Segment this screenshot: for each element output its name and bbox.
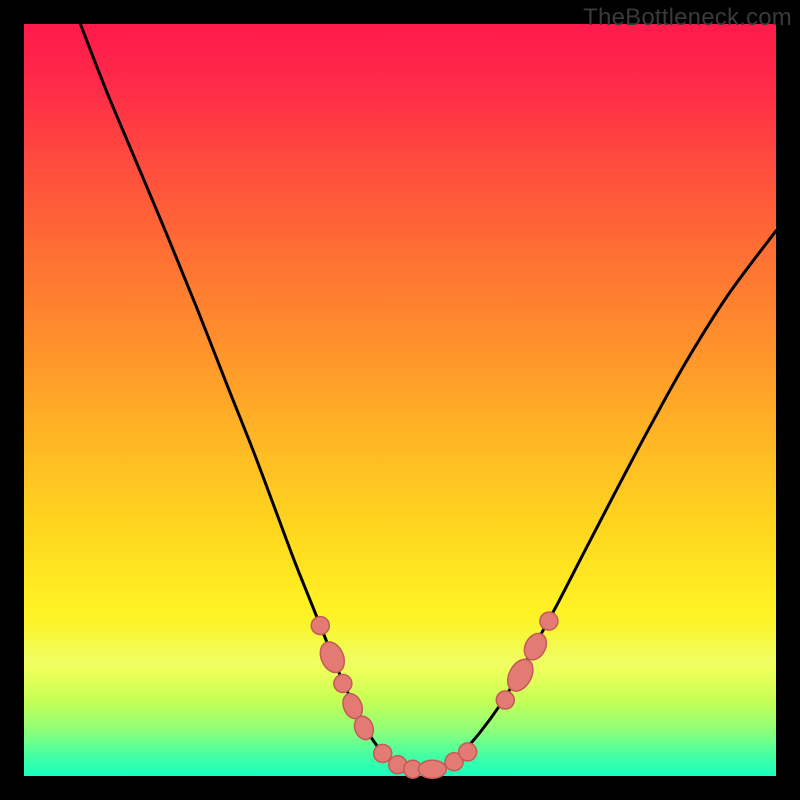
chart-frame: TheBottleneck.com: [0, 0, 800, 800]
curve-marker: [334, 675, 352, 693]
curve-marker: [374, 744, 392, 762]
curve-marker: [496, 691, 514, 709]
curve-layer: [24, 24, 776, 776]
curve-marker: [503, 655, 538, 695]
curve-marker: [311, 617, 329, 635]
watermark-label: TheBottleneck.com: [583, 4, 792, 32]
curve-marker: [316, 638, 349, 676]
plot-area: [24, 24, 776, 776]
v-curve: [80, 24, 776, 771]
curve-marker: [540, 612, 558, 630]
curve-marker: [459, 743, 477, 761]
curve-markers: [311, 612, 558, 778]
curve-marker: [418, 760, 446, 778]
